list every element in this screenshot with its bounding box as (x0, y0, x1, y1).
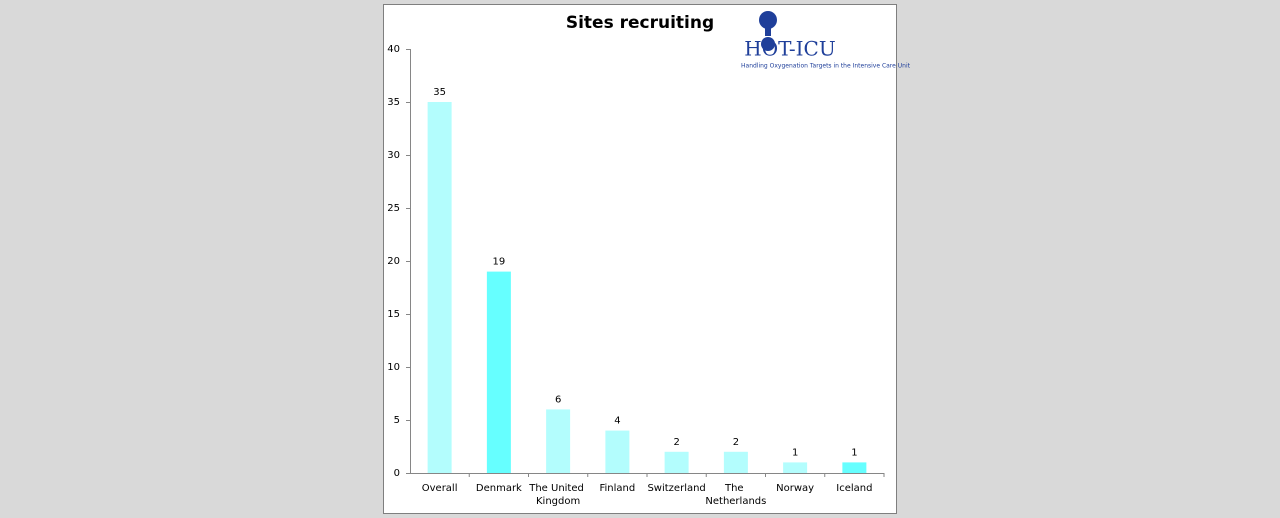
logo-circle (759, 11, 777, 29)
bar (486, 271, 511, 473)
x-tick-label: The United Kingdom (528, 483, 587, 507)
x-tick-label: Norway (776, 483, 814, 494)
logo-text: HOT-ICU (744, 37, 835, 61)
data-label: 35 (433, 87, 446, 98)
y-tick-label: 40 (387, 44, 400, 55)
bar (546, 409, 571, 473)
logo-subtitle: Handling Oxygenation Targets in the Inte… (741, 63, 911, 70)
data-label: 1 (792, 447, 798, 458)
logo-stem (765, 26, 771, 36)
logo: HOT-ICU Handling Oxygenation Targets in … (741, 11, 911, 70)
y-tick-label: 35 (387, 97, 400, 108)
x-tick-label: Overall (422, 483, 458, 494)
chart-area (383, 4, 897, 514)
logo-circle (761, 37, 775, 51)
data-label: 1 (851, 447, 857, 458)
bar (605, 430, 630, 473)
x-tick-label: Iceland (836, 483, 872, 494)
chart-title: Sites recruiting (566, 13, 714, 33)
x-tick-label: Denmark (476, 483, 522, 494)
x-tick-label: The Netherlands (705, 483, 766, 507)
y-tick-label: 25 (387, 203, 400, 214)
y-tick-label: 30 (387, 150, 400, 161)
data-label: 4 (614, 416, 620, 427)
data-label: 2 (673, 437, 679, 448)
data-label: 6 (555, 394, 561, 405)
bar (842, 462, 867, 473)
y-tick-label: 10 (387, 362, 400, 373)
data-label: 19 (493, 257, 506, 268)
y-tick-label: 20 (387, 256, 400, 267)
y-tick-label: 0 (394, 468, 400, 479)
data-label: 2 (733, 437, 739, 448)
y-tick-label: 15 (387, 309, 400, 320)
x-tick-label: Finland (600, 483, 636, 494)
bar (664, 451, 689, 473)
bar (427, 102, 452, 473)
y-tick-label: 5 (394, 415, 400, 426)
bar (723, 451, 748, 473)
bar (783, 462, 808, 473)
x-tick-label: Switzerland (647, 483, 705, 494)
